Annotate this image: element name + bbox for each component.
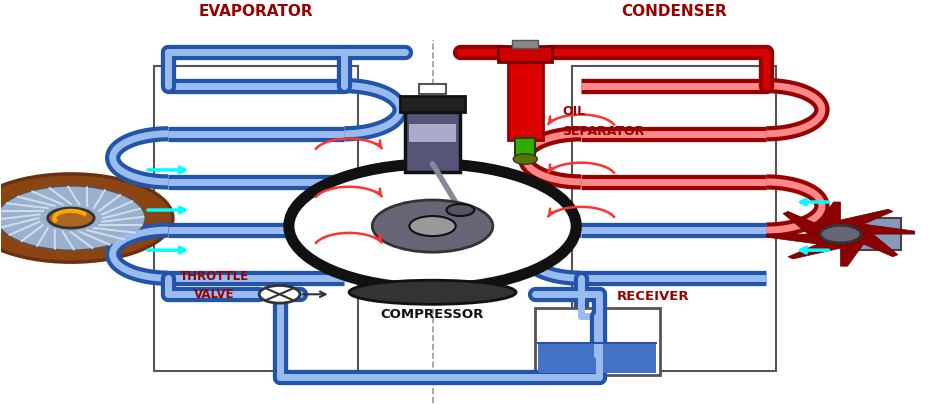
Bar bbox=[572, 65, 776, 370]
Polygon shape bbox=[817, 202, 841, 234]
Circle shape bbox=[0, 174, 173, 262]
Bar bbox=[409, 124, 456, 142]
Circle shape bbox=[259, 286, 300, 303]
Bar bbox=[535, 308, 659, 375]
Bar bbox=[405, 112, 460, 172]
Text: OIL: OIL bbox=[563, 105, 586, 118]
Text: COMPRESSOR: COMPRESSOR bbox=[381, 308, 485, 321]
Polygon shape bbox=[788, 234, 841, 259]
Circle shape bbox=[446, 204, 474, 216]
Circle shape bbox=[372, 200, 493, 252]
Text: RECEIVER: RECEIVER bbox=[617, 290, 689, 303]
Polygon shape bbox=[840, 209, 893, 234]
Bar bbox=[418, 84, 446, 94]
Polygon shape bbox=[841, 224, 915, 234]
Polygon shape bbox=[783, 211, 841, 234]
Polygon shape bbox=[841, 234, 897, 257]
Bar bbox=[508, 48, 543, 140]
Text: SEPARATOR: SEPARATOR bbox=[563, 125, 644, 138]
Text: CONDENSER: CONDENSER bbox=[620, 4, 726, 19]
Circle shape bbox=[0, 186, 145, 250]
Bar bbox=[538, 343, 656, 373]
Text: VALVE: VALVE bbox=[194, 288, 235, 301]
Polygon shape bbox=[841, 234, 864, 266]
Circle shape bbox=[409, 216, 456, 236]
Polygon shape bbox=[766, 234, 841, 244]
Circle shape bbox=[513, 154, 538, 164]
Bar bbox=[855, 218, 901, 250]
Ellipse shape bbox=[349, 280, 516, 304]
Bar bbox=[400, 96, 465, 112]
Text: THROTTLE: THROTTLE bbox=[180, 270, 249, 283]
Circle shape bbox=[289, 164, 577, 288]
Text: EVAPORATOR: EVAPORATOR bbox=[199, 4, 313, 19]
Circle shape bbox=[47, 208, 94, 228]
Bar bbox=[498, 46, 552, 61]
Bar bbox=[512, 40, 538, 48]
Bar bbox=[515, 138, 536, 158]
Bar bbox=[154, 65, 358, 370]
Circle shape bbox=[820, 225, 861, 243]
